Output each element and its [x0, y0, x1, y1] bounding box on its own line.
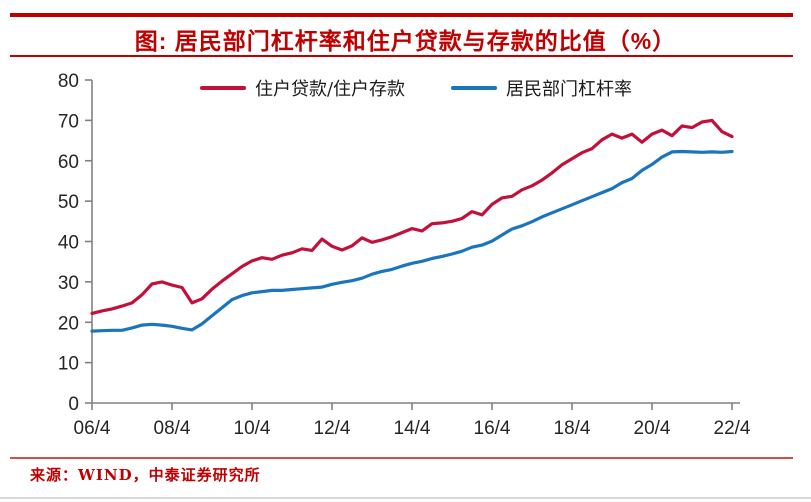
x-tick-label: 16/4 — [474, 418, 511, 439]
x-tick-label: 08/4 — [154, 418, 191, 439]
y-tick-label: 50 — [58, 192, 79, 213]
y-tick-label: 60 — [58, 152, 79, 173]
bottom-divider — [0, 497, 811, 499]
x-tick-label: 22/4 — [714, 418, 751, 439]
source-top-rule — [10, 457, 793, 459]
x-tick-label: 18/4 — [554, 418, 591, 439]
y-tick-label: 20 — [58, 313, 79, 334]
legend-label-loan-deposit-ratio: 住户贷款/住户存款 — [254, 79, 406, 100]
y-tick-label: 10 — [58, 354, 79, 375]
source-note: 来源：WIND，中泰证券研究所 — [30, 466, 261, 484]
x-tick-label: 20/4 — [634, 418, 671, 439]
figure-title: 图: 居民部门杠杆率和住户贷款与存款的比值（%） — [134, 28, 677, 54]
title-top-rule — [10, 13, 793, 17]
series-line-loan-deposit-ratio — [90, 118, 734, 315]
legend-item-leverage-ratio: 居民部门杠杆率 — [451, 75, 632, 101]
x-tick-label: 14/4 — [394, 418, 431, 439]
chart-legend: 住户贷款/住户存款 居民部门杠杆率 — [92, 76, 740, 100]
y-tick-label: 80 — [58, 71, 79, 92]
x-tick-label: 10/4 — [234, 418, 271, 439]
x-tick-label: 06/4 — [74, 418, 111, 439]
legend-label-leverage-ratio: 居民部门杠杆率 — [506, 79, 633, 100]
x-tick-label: 12/4 — [314, 418, 351, 439]
y-tick-label: 0 — [68, 394, 79, 415]
y-tick-label: 30 — [58, 273, 79, 294]
series-line-leverage-ratio — [90, 149, 734, 333]
y-tick-label: 70 — [58, 111, 79, 132]
legend-item-loan-deposit-ratio: 住户贷款/住户存款 — [199, 75, 406, 101]
y-tick-label: 40 — [58, 233, 79, 254]
legend-swatch-blue-line — [451, 86, 498, 90]
line-chart: 0 10 20 30 40 50 60 70 80 06/4 08/4 10/4 12/4 14/4 16/… — [58, 71, 751, 439]
title-underline — [10, 55, 793, 57]
legend-swatch-red-line — [199, 86, 246, 90]
